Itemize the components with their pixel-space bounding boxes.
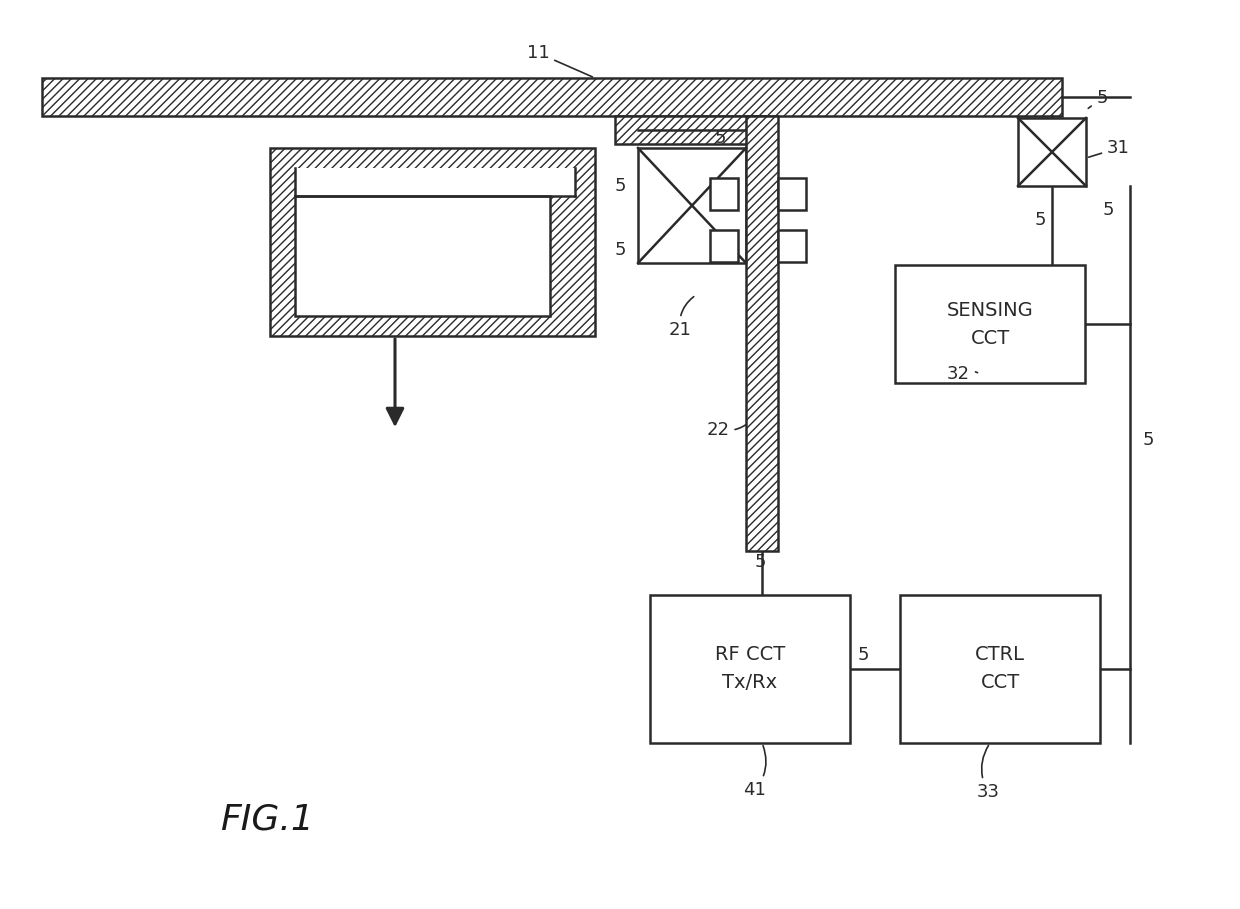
Bar [777,178,806,210]
Text: 5: 5 [614,177,626,195]
Text: 5: 5 [614,241,626,259]
Text: 32: 32 [947,365,977,383]
Text: 21: 21 [668,296,693,339]
Text: 11: 11 [527,44,593,77]
Bar [295,168,575,196]
Text: 5: 5 [1102,201,1114,219]
Text: 5: 5 [714,129,725,147]
Bar [746,116,777,551]
Text: 22: 22 [707,407,759,439]
Text: FIG.1: FIG.1 [219,803,314,837]
Text: 5: 5 [754,553,766,571]
Bar [639,148,746,263]
Text: 5: 5 [1034,211,1045,229]
Text: 31: 31 [1089,139,1130,157]
Text: Tx/Rx: Tx/Rx [723,674,777,693]
Bar [650,595,849,743]
Text: 5: 5 [1089,89,1107,108]
Text: CCT: CCT [971,328,1009,347]
Text: SENSING: SENSING [946,301,1033,319]
Bar [711,178,738,210]
Bar [615,116,765,144]
Bar [900,595,1100,743]
Text: 41: 41 [744,745,766,799]
Bar [270,148,595,336]
Text: CTRL: CTRL [975,645,1025,664]
Bar [42,78,1061,116]
Text: 33: 33 [977,745,999,801]
Bar [895,265,1085,383]
Text: CCT: CCT [981,674,1019,693]
Bar [711,230,738,262]
Text: 5: 5 [857,646,869,664]
Text: 5: 5 [1142,431,1153,449]
Bar [777,230,806,262]
Text: 5: 5 [749,241,761,259]
Bar [295,196,551,316]
Bar [1018,118,1086,186]
Text: RF CCT: RF CCT [715,645,785,664]
